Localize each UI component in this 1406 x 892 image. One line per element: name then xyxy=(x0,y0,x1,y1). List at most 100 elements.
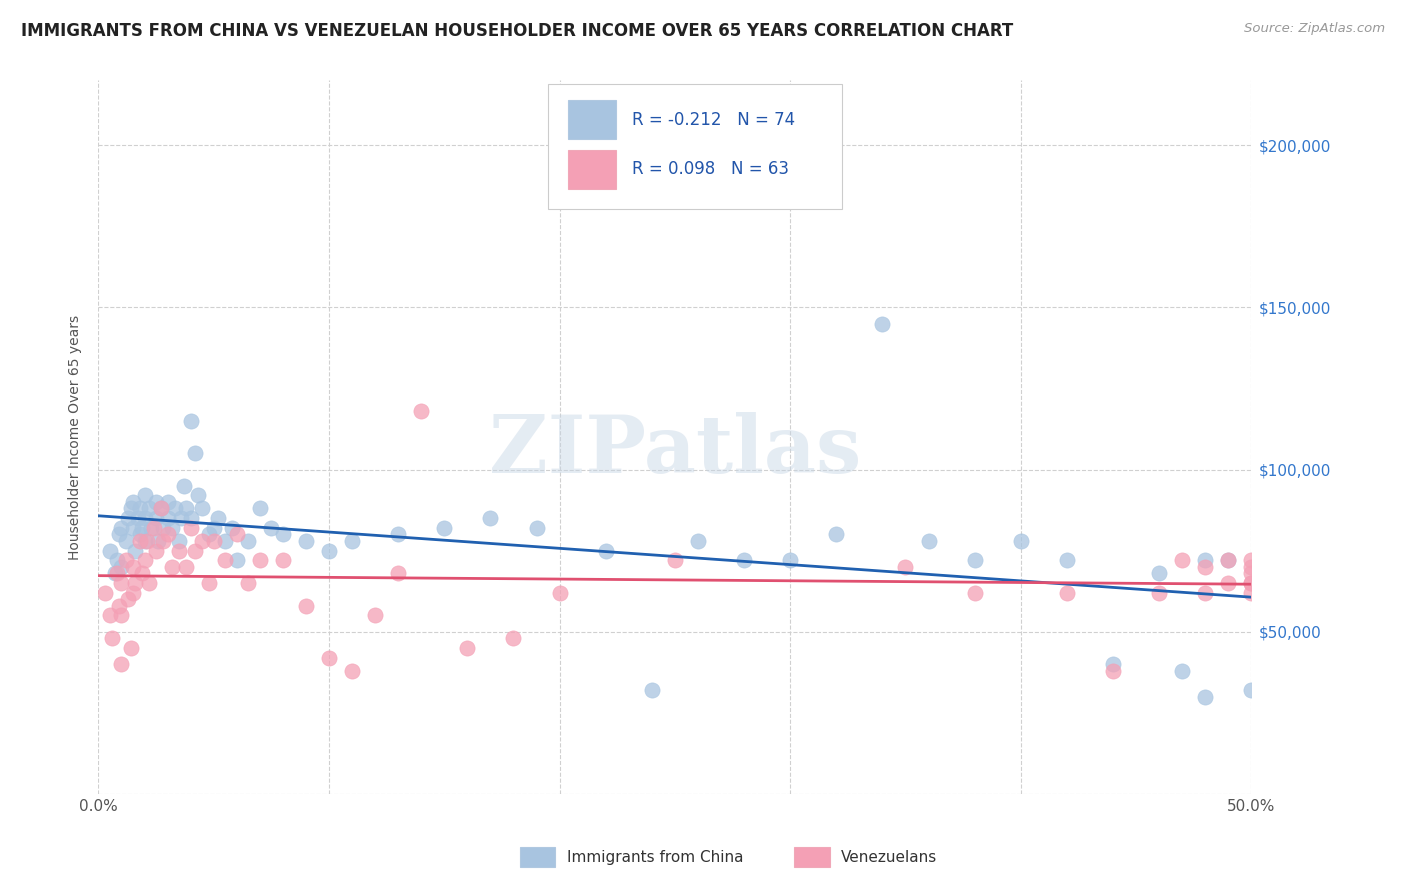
Point xyxy=(198,576,221,591)
Point xyxy=(110,657,132,672)
Point xyxy=(184,446,207,460)
Point xyxy=(156,495,179,509)
Point xyxy=(131,566,153,581)
Point xyxy=(1194,559,1216,574)
Point xyxy=(152,533,174,548)
Point xyxy=(160,521,183,535)
Point xyxy=(1194,690,1216,704)
Point xyxy=(733,553,755,567)
Point xyxy=(225,527,247,541)
Point xyxy=(479,511,502,525)
Point xyxy=(249,553,271,567)
Point xyxy=(963,553,986,567)
Point xyxy=(641,683,664,698)
Point xyxy=(145,495,167,509)
Point xyxy=(1240,576,1263,591)
Point xyxy=(108,599,131,613)
Point xyxy=(1240,576,1263,591)
Point xyxy=(122,586,145,600)
Point xyxy=(595,543,617,558)
Point xyxy=(548,586,571,600)
Point xyxy=(129,533,152,548)
Point xyxy=(364,608,387,623)
Point xyxy=(295,599,318,613)
Point xyxy=(134,488,156,502)
Bar xyxy=(568,100,616,139)
Point xyxy=(98,608,121,623)
Text: R = 0.098   N = 63: R = 0.098 N = 63 xyxy=(633,161,789,178)
Point xyxy=(138,501,160,516)
Point xyxy=(664,553,686,567)
Point xyxy=(433,521,456,535)
Point xyxy=(117,511,139,525)
Point xyxy=(148,533,170,548)
Point xyxy=(110,608,132,623)
Point xyxy=(340,664,363,678)
Point xyxy=(98,543,121,558)
Point xyxy=(1218,553,1240,567)
FancyBboxPatch shape xyxy=(548,84,842,209)
Point xyxy=(225,553,247,567)
Point xyxy=(167,533,190,548)
Point xyxy=(101,631,124,645)
Point xyxy=(1171,553,1194,567)
Point xyxy=(1147,566,1170,581)
Point xyxy=(115,533,138,548)
Point xyxy=(180,414,202,428)
Point xyxy=(271,553,294,567)
Point xyxy=(156,511,179,525)
Point xyxy=(387,527,409,541)
Point xyxy=(1240,553,1263,567)
Point xyxy=(1194,586,1216,600)
Point xyxy=(122,521,145,535)
Point xyxy=(872,317,894,331)
Point xyxy=(108,527,131,541)
Point xyxy=(1056,586,1078,600)
Point xyxy=(1240,559,1263,574)
Bar xyxy=(568,150,616,189)
Point xyxy=(145,511,167,525)
Point xyxy=(1147,586,1170,600)
Point xyxy=(295,533,318,548)
Point xyxy=(117,592,139,607)
Point xyxy=(134,553,156,567)
Point xyxy=(1010,533,1032,548)
Point xyxy=(271,527,294,541)
Point xyxy=(134,533,156,548)
Point xyxy=(1102,657,1125,672)
Point xyxy=(135,533,157,548)
Point xyxy=(156,527,179,541)
Point xyxy=(149,501,172,516)
Point xyxy=(134,511,156,525)
Point xyxy=(238,576,260,591)
Text: Source: ZipAtlas.com: Source: ZipAtlas.com xyxy=(1244,22,1385,36)
Text: ZIPatlas: ZIPatlas xyxy=(489,412,860,491)
Point xyxy=(124,543,146,558)
Point xyxy=(1240,586,1263,600)
Point xyxy=(103,566,125,581)
Point xyxy=(138,576,160,591)
Point xyxy=(214,553,236,567)
Point xyxy=(122,495,145,509)
Point xyxy=(170,511,193,525)
Point xyxy=(238,533,260,548)
Point xyxy=(917,533,939,548)
Point xyxy=(110,576,132,591)
Point xyxy=(825,527,848,541)
Point xyxy=(131,521,153,535)
Point xyxy=(214,533,236,548)
Point xyxy=(180,511,202,525)
Point xyxy=(779,553,801,567)
Point xyxy=(191,501,214,516)
Point xyxy=(115,553,138,567)
Point xyxy=(127,511,149,525)
Point xyxy=(411,404,433,418)
Point xyxy=(1194,553,1216,567)
Point xyxy=(120,501,142,516)
Point xyxy=(191,533,214,548)
Text: Immigrants from China: Immigrants from China xyxy=(567,850,744,864)
Point xyxy=(141,521,163,535)
Point xyxy=(207,511,229,525)
Point xyxy=(152,521,174,535)
Point xyxy=(124,576,146,591)
